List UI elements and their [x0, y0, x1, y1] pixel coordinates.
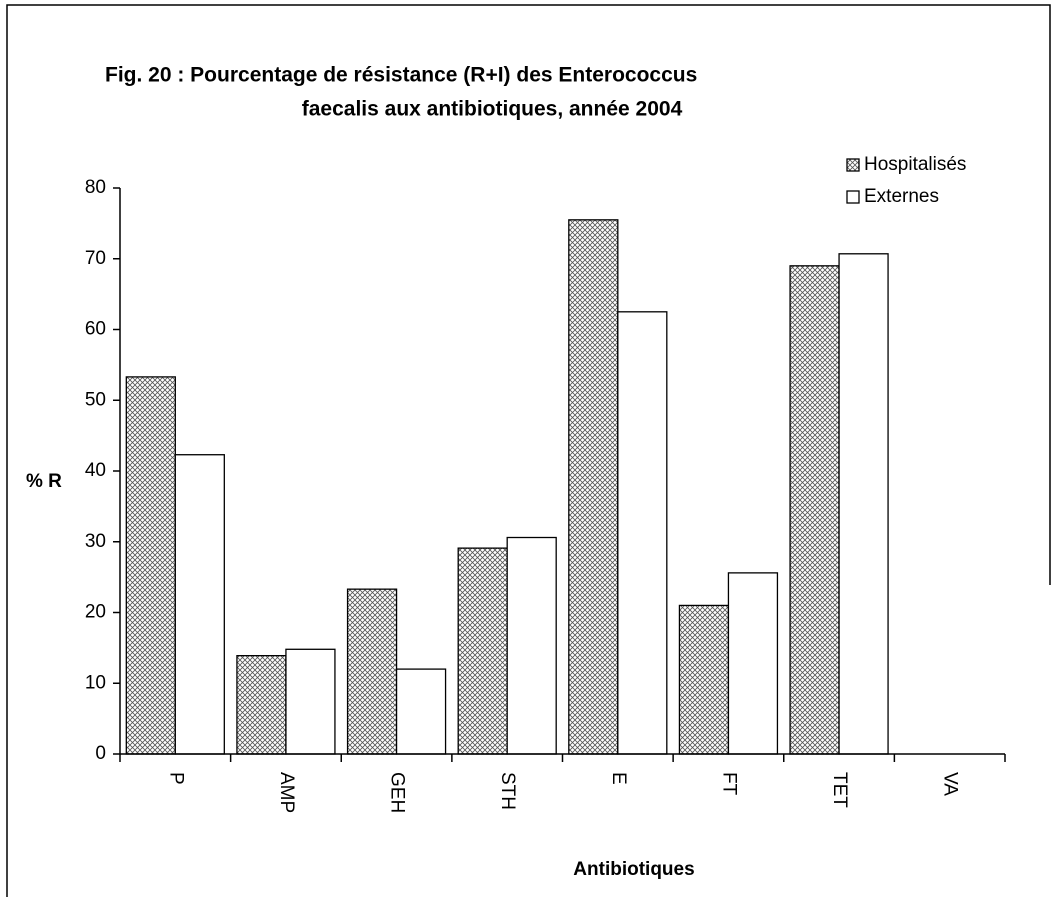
x-axis-label: Antibiotiques — [573, 859, 694, 880]
x-tick-label: VA — [940, 772, 961, 796]
bar — [346, 588, 398, 755]
y-tick-label: 40 — [85, 460, 106, 481]
y-tick-label: 50 — [85, 389, 106, 410]
bar — [236, 655, 287, 755]
y-tick-label: 30 — [85, 531, 106, 552]
bar — [285, 648, 336, 755]
chart-title: Fig. 20 : Pourcentage de résistance (R+I… — [105, 64, 697, 87]
x-tick-label: E — [608, 772, 629, 785]
y-tick-label: 10 — [85, 672, 106, 693]
x-tick-label: AMP — [276, 772, 297, 813]
bar — [789, 265, 840, 755]
y-axis-label: % R — [26, 471, 62, 492]
x-tick-label: FT — [718, 772, 739, 796]
y-tick-label: 60 — [85, 319, 106, 340]
x-tick-label: STH — [497, 772, 518, 810]
x-tick-label: TET — [829, 772, 850, 808]
legend-label: Hospitalisés — [864, 154, 966, 175]
frame — [6, 4, 1051, 897]
bar — [678, 604, 730, 755]
y-tick-label: 70 — [85, 248, 106, 269]
y-tick-label: 20 — [85, 602, 106, 623]
legend-swatch — [846, 158, 860, 172]
bar — [125, 376, 176, 755]
chart-title: faecalis aux antibiotiques, année 2004 — [302, 98, 683, 121]
y-tick-label: 0 — [95, 743, 106, 764]
legend-label: Externes — [864, 186, 939, 207]
bar — [617, 311, 668, 755]
bar — [727, 572, 779, 755]
bar — [395, 668, 447, 755]
y-tick-label: 80 — [85, 177, 106, 198]
bar — [506, 536, 557, 755]
legend-swatch — [846, 190, 860, 204]
bar — [568, 219, 619, 755]
bar — [457, 547, 508, 755]
x-tick-label: P — [165, 772, 186, 785]
bar — [838, 253, 889, 755]
x-tick-label: GEH — [387, 772, 408, 813]
bar — [174, 454, 225, 755]
